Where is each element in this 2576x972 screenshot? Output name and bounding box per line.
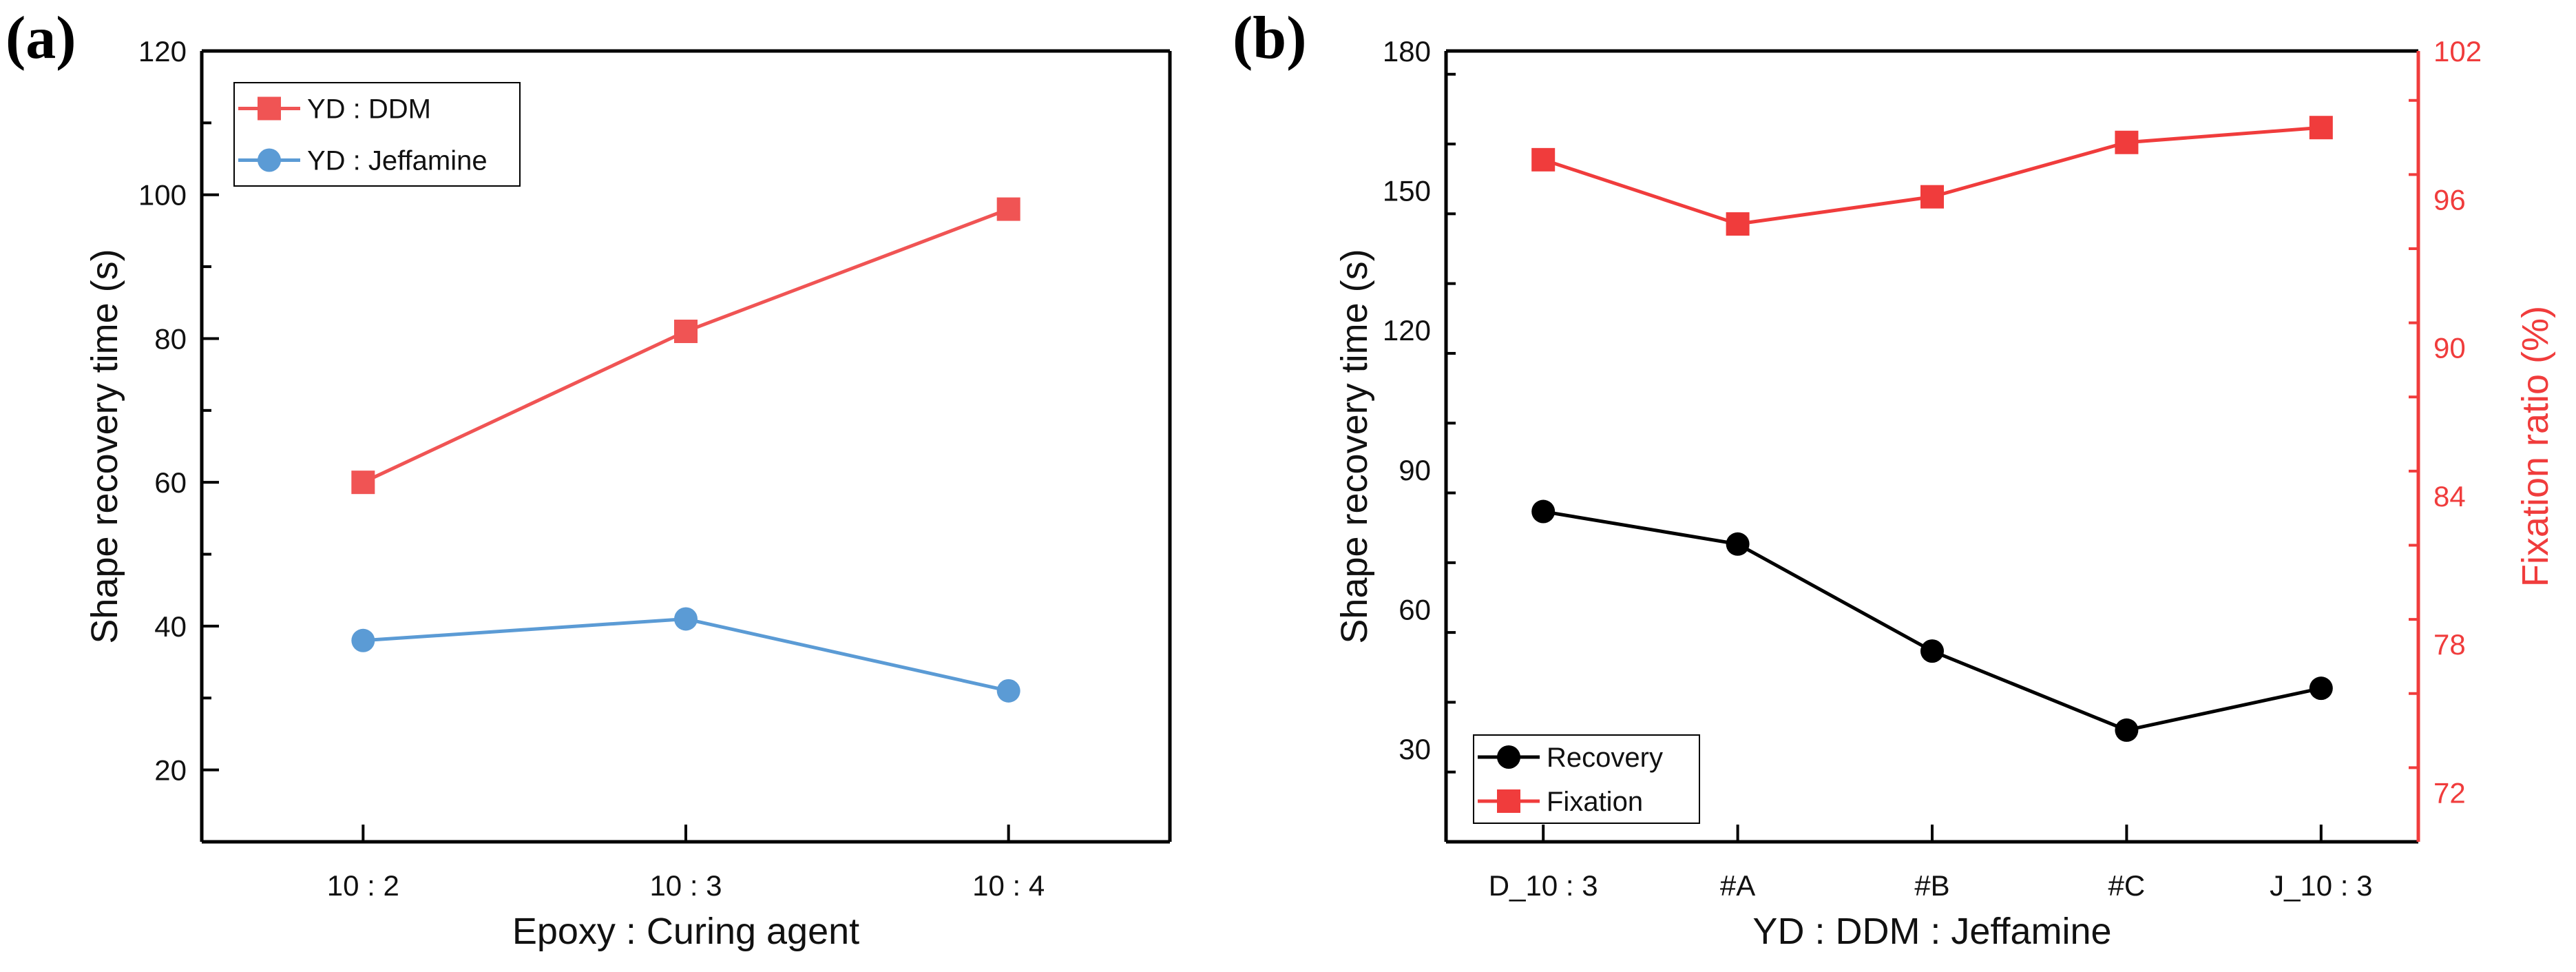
data-point xyxy=(674,320,698,344)
series-yd-jeffamine xyxy=(351,607,1020,703)
x-axis-title: Epoxy : Curing agent xyxy=(512,911,859,952)
y2-tick-label: 84 xyxy=(2433,480,2466,513)
legend: YD : DDM YD : Jeffamine xyxy=(233,82,521,187)
chart-panel-b: (b) D_10 : 3 #A #B #C J_10 : 3 30 60 90 120 150 180… xyxy=(1233,5,2556,952)
y-tick-label: 60 xyxy=(154,466,187,499)
series-recovery xyxy=(1531,499,2333,742)
data-point xyxy=(1531,147,1556,172)
y-tick-label: 90 xyxy=(1399,454,1431,486)
legend: Recovery Fixation xyxy=(1473,734,1700,824)
chart-panel-a: (a) 10 : 2 10 : 3 10 : 4 20 40 60 80 100 120 Epoxy… xyxy=(6,5,1172,952)
data-point xyxy=(351,471,375,495)
legend-label: YD : Jeffamine xyxy=(307,146,488,176)
legend-marker xyxy=(258,148,281,172)
y2-tick-label: 78 xyxy=(2433,628,2466,661)
x-tick-label: #A xyxy=(1720,869,1755,902)
x-tick-label: J_10 : 3 xyxy=(2270,869,2372,902)
data-point xyxy=(1726,532,1750,556)
y-tick-label: 150 xyxy=(1383,175,1431,207)
legend-marker xyxy=(1497,789,1520,813)
y2-tick-label: 102 xyxy=(2433,35,2482,68)
data-point xyxy=(996,197,1020,221)
y-tick-label: 180 xyxy=(1383,35,1431,68)
y-tick-label: 100 xyxy=(138,179,187,211)
series-line xyxy=(1542,510,2322,732)
y-tick-label: 120 xyxy=(1383,314,1431,347)
data-point xyxy=(1531,499,1556,524)
data-point xyxy=(2115,718,2139,742)
data-point xyxy=(1920,185,1944,209)
panel-label: (b) xyxy=(1233,5,1307,72)
y2-tick-label: 90 xyxy=(2433,332,2466,364)
y-tick-label: 40 xyxy=(154,610,187,643)
series-fixation xyxy=(1531,116,2333,236)
y-tick-label: 60 xyxy=(1399,593,1431,625)
panel-label: (a) xyxy=(6,5,76,72)
y-tick-label: 80 xyxy=(154,322,187,355)
y-tick-label: 20 xyxy=(154,754,187,787)
data-point xyxy=(1726,212,1750,236)
y-tick-label: 30 xyxy=(1399,733,1431,765)
x-tick-label: 10 : 3 xyxy=(649,869,722,902)
legend-label: Fixation xyxy=(1547,787,1643,817)
legend-label: Recovery xyxy=(1547,743,1663,773)
series-line xyxy=(362,207,1009,484)
data-point xyxy=(2309,676,2333,701)
y-axis-title: Shape recovery time (s) xyxy=(84,249,125,643)
x-tick-label: #B xyxy=(1914,869,1949,902)
data-point xyxy=(2309,116,2333,140)
x-tick-label: 10 : 2 xyxy=(327,869,399,902)
series-yd-ddm xyxy=(351,197,1020,495)
data-point xyxy=(2115,130,2139,154)
y-tick-label: 120 xyxy=(138,35,187,68)
x-tick-label: #C xyxy=(2108,869,2146,902)
x-axis-title: YD : DDM : Jeffamine xyxy=(1752,911,2111,952)
y-axis-title: Shape recovery time (s) xyxy=(1334,249,1375,643)
x-tick-label: 10 : 4 xyxy=(972,869,1045,902)
data-point xyxy=(1920,639,1944,663)
y2-tick-label: 96 xyxy=(2433,183,2466,216)
x-tick-label: D_10 : 3 xyxy=(1489,869,1598,902)
data-point xyxy=(351,628,375,652)
y2-axis-title: Fixation ratio (%) xyxy=(2515,306,2556,587)
legend-box xyxy=(233,82,521,187)
legend-marker xyxy=(258,96,281,121)
data-point xyxy=(674,607,698,631)
series-line xyxy=(1542,125,2321,226)
y2-tick-label: 72 xyxy=(2433,776,2466,809)
legend-label: YD : DDM xyxy=(307,94,431,125)
data-point xyxy=(996,679,1020,703)
legend-marker xyxy=(1497,745,1520,769)
